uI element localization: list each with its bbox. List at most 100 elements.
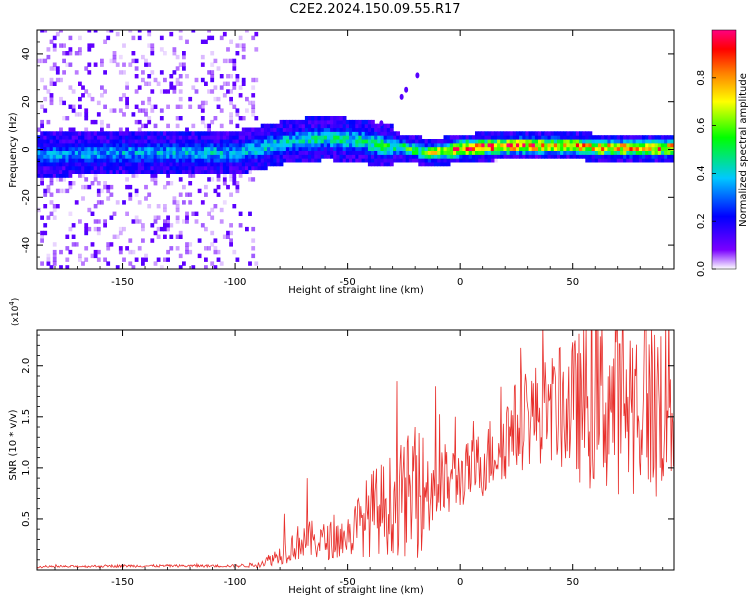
spectrogram-cell: [40, 165, 44, 171]
spectrogram-cell: [156, 139, 161, 144]
spectrogram-cell: [109, 154, 114, 159]
spectrogram-cell: [383, 142, 388, 148]
spectrogram-cell: [493, 146, 498, 151]
spectrogram-cell: [531, 142, 536, 148]
spectrogram-cell: [292, 146, 297, 151]
spectrogram-cell: [59, 188, 63, 194]
spectrogram-cell: [194, 211, 199, 216]
spectrogram-cell: [238, 135, 243, 140]
spectrogram-cell: [241, 131, 246, 136]
spectrogram-cell: [122, 226, 126, 232]
spectrogram-cell: [115, 139, 120, 144]
spectrogram-cell: [427, 161, 432, 167]
spectrogram-cell: [71, 158, 76, 163]
spectrogram-cell: [534, 150, 539, 155]
spectrogram-cell: [106, 188, 111, 194]
spectrogram-cell: [323, 150, 328, 155]
spectrogram-cell: [355, 139, 360, 144]
spectrogram-cell: [449, 146, 454, 151]
spectrogram-y-tick-label: -20: [21, 189, 32, 205]
spectrogram-cell: [579, 146, 583, 151]
spectrogram-cell: [166, 158, 170, 163]
spectrogram-cell: [125, 85, 129, 90]
spectrogram-cell: [197, 165, 202, 171]
spectrogram-cell: [109, 108, 114, 113]
spectrogram-cell: [172, 70, 177, 75]
spectrogram-cell: [52, 158, 57, 163]
spectrogram-cell: [500, 139, 504, 144]
spectrogram-cell: [59, 169, 63, 174]
spectrogram-cell: [434, 161, 438, 167]
spectrogram-cell: [49, 200, 54, 205]
spectrogram-cell: [251, 139, 256, 144]
spectrogram-cell: [59, 173, 63, 178]
spectrogram-cell: [207, 165, 211, 171]
spectrogram-cell: [128, 184, 133, 190]
spectrogram-cell: [314, 139, 319, 144]
spectrogram-cell: [364, 158, 369, 163]
spectrogram-cell: [601, 139, 605, 144]
spectrogram-cell: [248, 150, 252, 155]
spectrogram-cell: [560, 154, 564, 159]
spectrogram-cell: [226, 81, 230, 86]
spectrogram-cell: [134, 173, 139, 178]
spectrogram-cell: [84, 150, 89, 155]
spectrogram-cell: [500, 135, 504, 140]
spectrogram-cell: [254, 127, 259, 132]
spectrogram-cell: [96, 257, 101, 262]
spectrogram-cell: [112, 139, 117, 144]
spectrogram-cell: [194, 146, 199, 151]
spectrogram-cell: [383, 131, 388, 136]
spectrogram-cell: [531, 131, 536, 136]
spectrogram-cell: [484, 158, 489, 163]
spectrogram-cell: [87, 226, 92, 232]
spectrogram-cell: [96, 112, 101, 117]
spectrogram-cell: [68, 51, 73, 56]
spectrogram-cell: [389, 142, 394, 148]
spectrogram-cell: [418, 150, 423, 155]
spectrogram-cell: [670, 139, 674, 144]
spectrogram-cell: [393, 142, 397, 148]
spectrogram-cell: [320, 146, 325, 151]
spectrogram-cell: [210, 135, 215, 140]
spectrogram-cell: [194, 158, 199, 163]
spectrogram-cell: [141, 223, 145, 228]
spectrogram-cell: [333, 127, 337, 132]
spectrogram-cell: [616, 154, 621, 159]
spectrogram-cell: [131, 154, 136, 159]
spectrogram-cell: [534, 142, 539, 148]
spectrogram-cell: [159, 131, 164, 136]
spectrogram-cell: [415, 142, 419, 148]
spectrogram-cell: [46, 54, 51, 60]
spectrogram-cell: [125, 81, 129, 86]
spectrogram-cell: [465, 135, 470, 140]
spectrogram-cell: [648, 146, 653, 151]
spectrogram-cell: [582, 142, 586, 148]
spectrogram-cell: [172, 139, 177, 144]
spectrogram-cell: [396, 154, 400, 159]
spectrogram-cell: [46, 119, 51, 125]
spectrogram-cell: [74, 135, 79, 140]
spectrogram-cell: [367, 146, 372, 151]
spectrogram-cell: [396, 158, 400, 163]
spectrogram-cell: [383, 146, 388, 151]
spectrogram-cell: [560, 150, 564, 155]
spectrogram-cell: [147, 31, 152, 37]
spectrogram-cell: [320, 154, 325, 159]
spectrogram-cell: [78, 47, 82, 52]
spectrogram-cell: [311, 119, 315, 125]
spectrogram-cell: [336, 146, 341, 151]
spectrogram-cell: [254, 142, 259, 148]
spectrogram-cell: [349, 158, 353, 163]
spectrogram-cell: [528, 131, 533, 136]
spectrogram-cell: [229, 139, 233, 144]
spectrogram-cell: [352, 139, 356, 144]
spectrogram-cell: [128, 192, 133, 197]
spectrogram-cell: [185, 146, 189, 151]
spectrogram-cell: [78, 112, 82, 117]
spectrogram-cell: [128, 249, 133, 255]
spectrogram-cell: [141, 158, 145, 163]
spectrogram-cell: [386, 150, 391, 155]
spectrogram-cell: [645, 158, 649, 163]
spectrogram-cell: [210, 150, 215, 155]
